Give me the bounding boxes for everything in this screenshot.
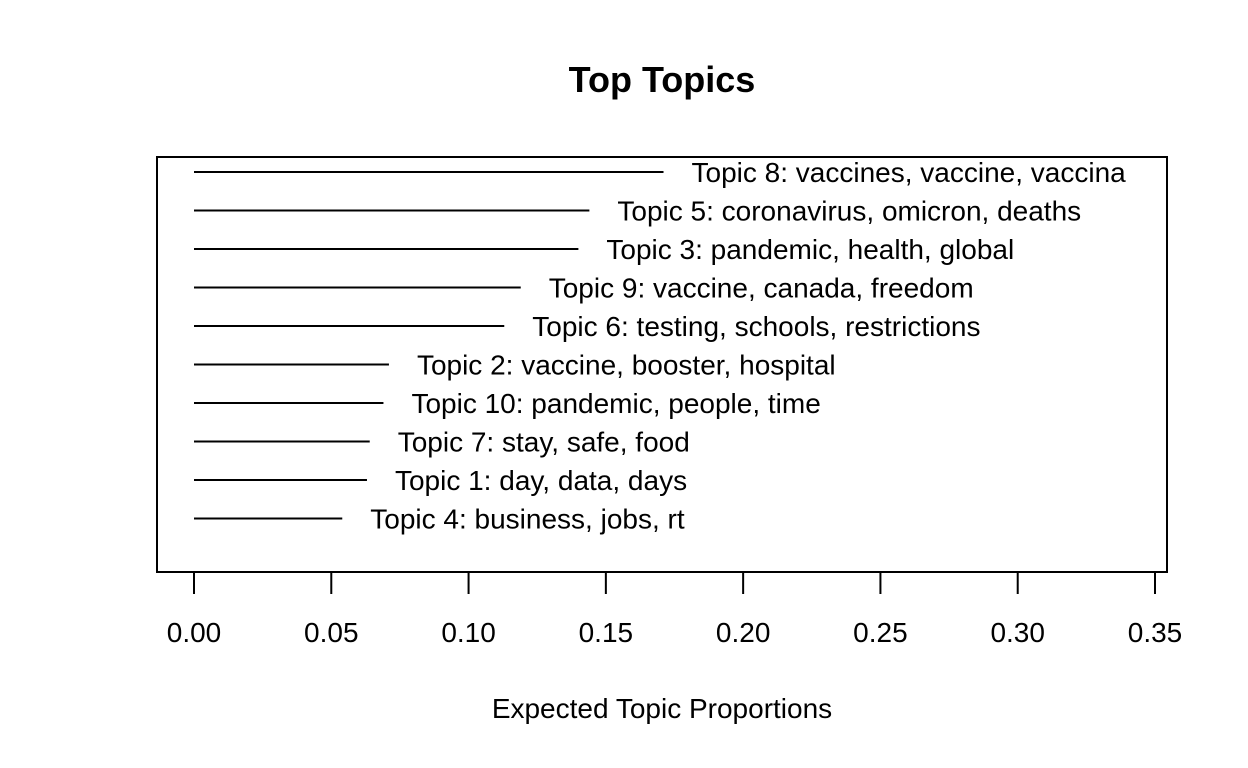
x-tick-label: 0.05 (304, 617, 359, 648)
x-tick-label: 0.00 (167, 617, 222, 648)
topic-label: Topic 4: business, jobs, rt (370, 504, 685, 535)
x-tick-label: 0.10 (441, 617, 496, 648)
topic-label: Topic 2: vaccine, booster, hospital (417, 350, 836, 381)
topic-label: Topic 9: vaccine, canada, freedom (549, 273, 974, 304)
topic-label: Topic 1: day, data, days (395, 465, 687, 496)
x-axis-ticks-group: 0.00 0.05 0.10 0.15 0.20 0.25 0.30 0.35 (167, 572, 1183, 648)
topic-label: Topic 7: stay, safe, food (398, 427, 690, 458)
topic-label: Topic 10: pandemic, people, time (411, 388, 820, 419)
chart-title: Top Topics (569, 59, 756, 100)
x-tick-label: 0.20 (716, 617, 771, 648)
topic-label: Topic 8: vaccines, vaccine, vaccina (692, 157, 1127, 188)
topic-labels-group: Topic 8: vaccines, vaccine, vaccina Topic… (370, 157, 1126, 535)
bar-lines-group (194, 171, 664, 520)
topic-label: Topic 5: coronavirus, omicron, deaths (617, 196, 1081, 227)
x-axis-title: Expected Topic Proportions (492, 693, 832, 724)
x-tick-label: 0.35 (1128, 617, 1183, 648)
x-tick-label: 0.25 (853, 617, 908, 648)
x-tick-label: 0.30 (990, 617, 1045, 648)
topic-label: Topic 3: pandemic, health, global (606, 234, 1014, 265)
x-tick-label: 0.15 (579, 617, 634, 648)
topic-label: Topic 6: testing, schools, restrictions (532, 311, 980, 342)
